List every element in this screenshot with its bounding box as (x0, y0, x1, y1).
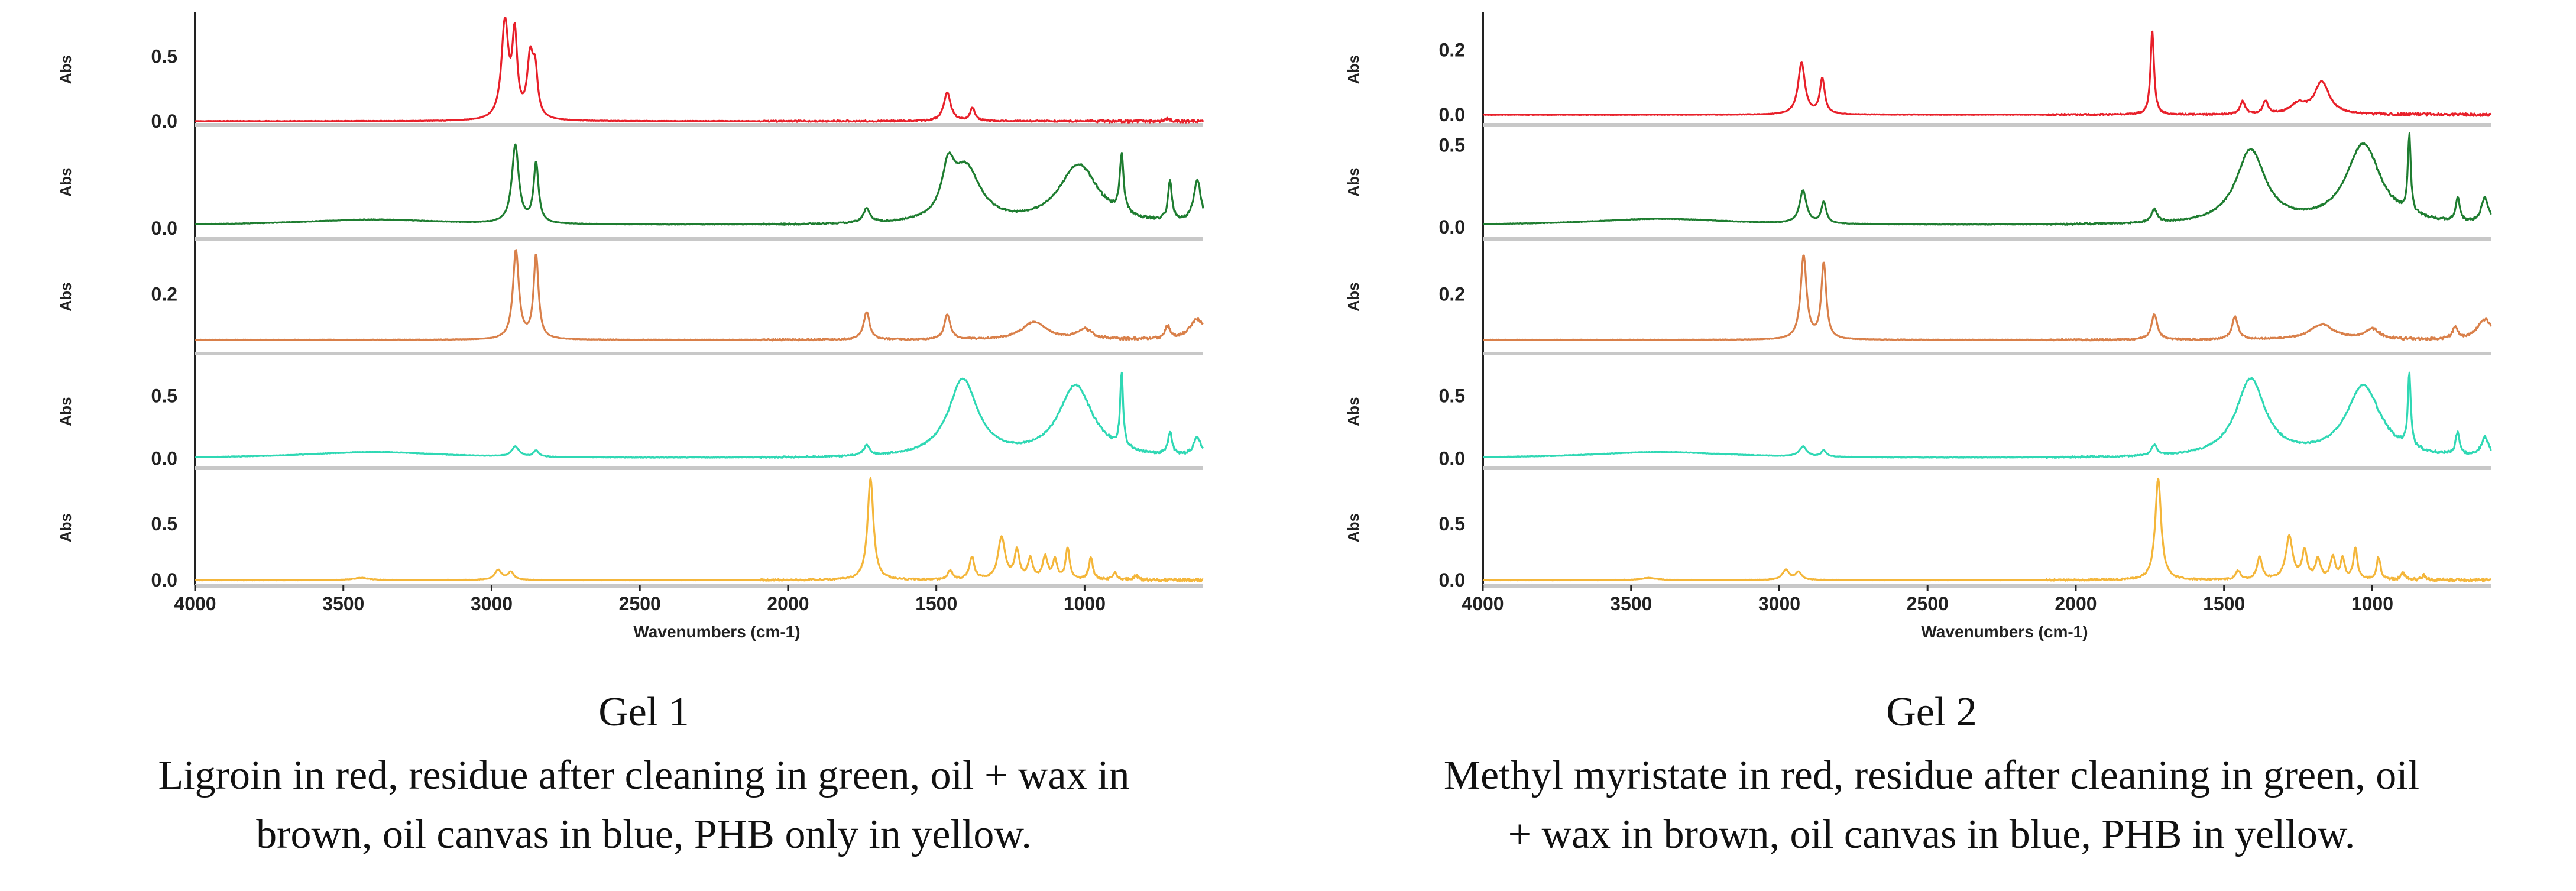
spectrum-residue-after-cleaning: 0.0 Abs (57, 143, 1204, 241)
spectra-chart-gel-1: 0.0 0.5 Abs 0.0 Abs 0.2 Abs 0.0 0.5 Abs 0.0 0.5 Abs 4… (57, 12, 1204, 641)
spectrum-line (1482, 132, 2492, 226)
x-tick-label: 3500 (1610, 593, 1652, 614)
y-tick-label: 0.5 (151, 385, 177, 407)
spectrum-oil-canvas: 0.0 0.5 Abs (57, 371, 1204, 470)
y-axis-label: Abs (1344, 513, 1362, 542)
y-axis-label: Abs (1344, 282, 1362, 311)
figure-panel-gel-2: 0.0 0.2 Abs 0.0 0.5 Abs 0.2 Abs 0.0 0.5 Abs 0.0 0.5 A… (1288, 0, 2575, 891)
x-tick-label: 1500 (915, 593, 957, 614)
y-tick-label: 0.5 (151, 46, 177, 67)
y-tick-label: 0.5 (151, 513, 177, 534)
y-tick-label: 0.0 (1439, 448, 1465, 469)
y-axis-label: Abs (1344, 397, 1362, 426)
x-axis-label: Wavenumbers (cm-1) (1921, 623, 2088, 641)
x-tick-label: 1500 (2203, 593, 2245, 614)
spectrum-oil-wax: 0.2 Abs (1344, 254, 2492, 355)
caption-title: Gel 2 (1886, 689, 1977, 735)
y-tick-label: 0.5 (1439, 385, 1465, 407)
x-tick-label: 4000 (174, 593, 216, 614)
x-tick-label: 3000 (1758, 593, 1800, 614)
spectrum-line (195, 371, 1204, 459)
spectrum-line (1482, 477, 2491, 582)
spectrum-line (1482, 30, 2492, 117)
spectrum-line (1482, 371, 2492, 459)
spectrum-oil-wax: 0.2 Abs (57, 249, 1204, 355)
y-axis-label: Abs (57, 282, 74, 311)
x-tick-label: 2500 (1907, 593, 1949, 614)
caption-line-2: brown, oil canvas in blue, PHB only in y… (256, 812, 1032, 857)
y-tick-label: 0.0 (1439, 216, 1465, 238)
caption-line-1: Methyl myristate in red, residue after c… (1443, 753, 2420, 798)
spectra-chart-gel-2: 0.0 0.2 Abs 0.0 0.5 Abs 0.2 Abs 0.0 0.5 Abs 0.0 0.5 A… (1344, 12, 2492, 641)
y-axis-label: Abs (57, 55, 74, 84)
spectrum-line (195, 17, 1204, 124)
spectrum-line (195, 477, 1204, 582)
y-tick-label: 0.2 (151, 284, 177, 305)
y-tick-label: 0.0 (151, 569, 177, 591)
x-tick-label: 4000 (1462, 593, 1504, 614)
x-tick-label: 3500 (322, 593, 364, 614)
y-axis-label: Abs (57, 167, 74, 196)
y-tick-label: 0.5 (1439, 513, 1465, 534)
y-tick-label: 0.0 (151, 448, 177, 469)
y-axis-label: Abs (57, 513, 74, 542)
y-tick-label: 0.2 (1439, 40, 1465, 61)
x-tick-label: 1000 (1064, 593, 1106, 614)
caption-line-2: + wax in brown, oil canvas in blue, PHB … (1508, 812, 2355, 857)
x-tick-label: 2000 (767, 593, 809, 614)
y-axis-label: Abs (57, 397, 74, 426)
y-tick-label: 0.2 (1439, 284, 1465, 305)
spectrum-residue-after-cleaning: 0.0 0.5 Abs (1344, 132, 2492, 241)
x-tick-label: 1000 (2351, 593, 2393, 614)
x-tick-label: 3000 (471, 593, 513, 614)
x-tick-label: 2500 (619, 593, 661, 614)
y-axis-label: Abs (1344, 55, 1362, 84)
spectrum-methyl-myristate: 0.0 0.2 Abs (1344, 30, 2492, 127)
caption-line-1: Ligroin in red, residue after cleaning i… (158, 753, 1130, 798)
spectrum-phb: 0.0 0.5 Abs (57, 477, 1204, 591)
x-axis-label: Wavenumbers (cm-1) (633, 623, 800, 641)
spectrum-line (1482, 254, 2492, 342)
caption-title: Gel 1 (598, 689, 689, 735)
spectrum-line (195, 249, 1204, 342)
spectrum-oil-canvas: 0.0 0.5 Abs (1344, 371, 2492, 470)
y-tick-label: 0.0 (151, 111, 177, 132)
y-tick-label: 0.0 (1439, 104, 1465, 125)
spectrum-phb: 0.0 0.5 Abs (1344, 477, 2491, 591)
x-tick-label: 2000 (2055, 593, 2097, 614)
spectrum-line (195, 143, 1204, 226)
y-tick-label: 0.5 (1439, 135, 1465, 156)
spectrum-ligroin: 0.0 0.5 Abs (57, 17, 1204, 132)
y-axis-label: Abs (1344, 167, 1362, 196)
figure-panel-gel-1: 0.0 0.5 Abs 0.0 Abs 0.2 Abs 0.0 0.5 Abs 0.0 0.5 Abs 4… (57, 12, 1204, 857)
y-tick-label: 0.0 (151, 218, 177, 239)
y-tick-label: 0.0 (1439, 569, 1465, 591)
